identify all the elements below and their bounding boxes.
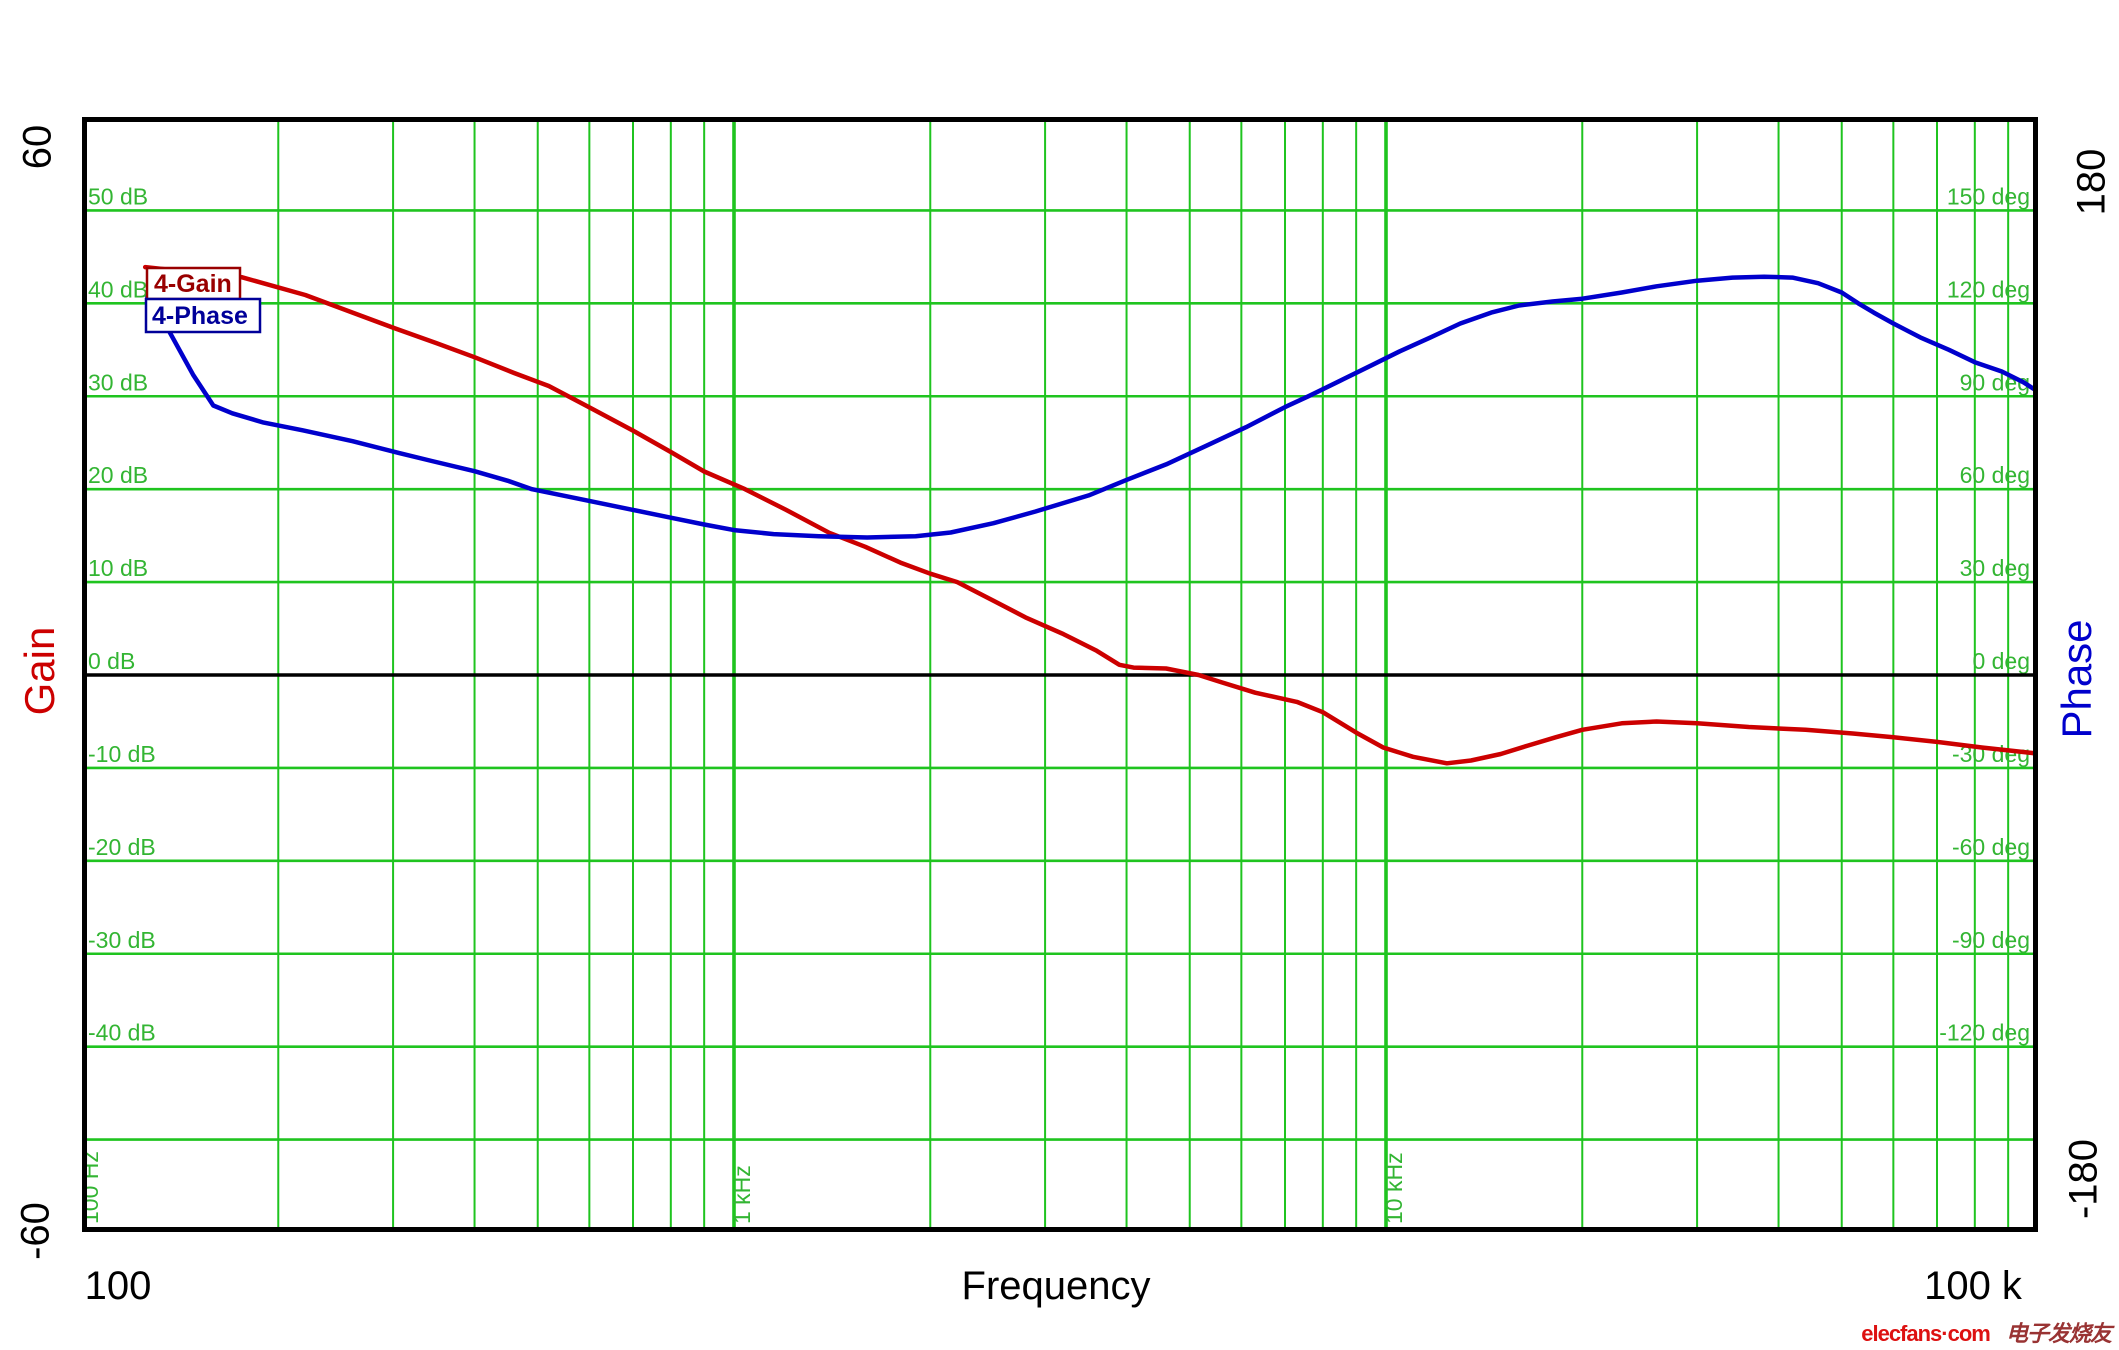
gain-tick-label: 40 dB: [88, 276, 148, 302]
freq-tick-label: 100 Hz: [82, 1151, 103, 1224]
phase-axis-title: Phase: [2053, 619, 2100, 739]
phase-tick-label: -120 deg: [1939, 1020, 2030, 1046]
left-axis-bottom-number: -60: [13, 1202, 58, 1260]
legend-label: 4-Phase: [152, 302, 248, 330]
legend: 4-Gain 4-Phase: [144, 266, 262, 334]
right-axis-top-number: 180: [2069, 148, 2114, 216]
gain-tick-label: 20 dB: [88, 462, 148, 488]
x-axis-start-label: 100: [84, 1264, 152, 1308]
phase-tick-label: 30 deg: [1960, 555, 2030, 581]
gain-tick-label: 30 dB: [88, 369, 148, 395]
phase-tick-label: 0 deg: [1972, 648, 2030, 674]
phase-tick-label: -60 deg: [1952, 834, 2030, 860]
phase-tick-label: 90 deg: [1960, 369, 2030, 395]
legend-label: 4-Gain: [154, 270, 232, 298]
gain-tick-label: 50 dB: [88, 183, 148, 209]
tick-labels: 50 dB 40 dB 30 dB 20 dB 10 dB 0 dB -10 dB -20 d…: [82, 183, 2030, 1224]
4-gain-curve: [142, 264, 2038, 766]
plot-border: [82, 117, 2038, 1232]
phase-tick-label: -90 deg: [1952, 927, 2030, 953]
gain-tick-label: -30 dB: [88, 927, 156, 953]
phase-tick-label: 120 deg: [1947, 276, 2030, 302]
x-axis-end-label: 100 k: [1924, 1264, 2022, 1308]
watermark-brand: elecfans·com: [1861, 1321, 1991, 1346]
legend-box: [144, 297, 262, 334]
watermark-chinese: 电子发烧友: [2005, 1321, 2112, 1346]
4-phase-curve: [145, 274, 2038, 540]
phase-tick-label: 60 deg: [1960, 462, 2030, 488]
gain-tick-label: 0 dB: [88, 648, 135, 674]
freq-tick-label: 10 kHz: [1381, 1152, 1407, 1224]
gain-axis-title: Gain: [16, 626, 63, 716]
x-axis-title: Frequency: [961, 1264, 1151, 1308]
phase-tick-label: 150 deg: [1947, 183, 2030, 209]
watermark: elecfans·com 电子发烧友: [1861, 1316, 2112, 1348]
gain-tick-label: -10 dB: [88, 741, 156, 767]
right-axis-bottom-number: -180: [2061, 1138, 2106, 1220]
gain-tick-label: -20 dB: [88, 834, 156, 860]
freq-tick-label: 1 kHz: [729, 1165, 755, 1224]
plot-area: 50 dB 40 dB 30 dB 20 dB 10 dB 0 dB -10 dB -20 d…: [82, 117, 2038, 1232]
gain-tick-label: 10 dB: [88, 555, 148, 581]
gain-tick-label: -40 dB: [88, 1020, 156, 1046]
left-axis-top-number: 60: [15, 124, 60, 170]
